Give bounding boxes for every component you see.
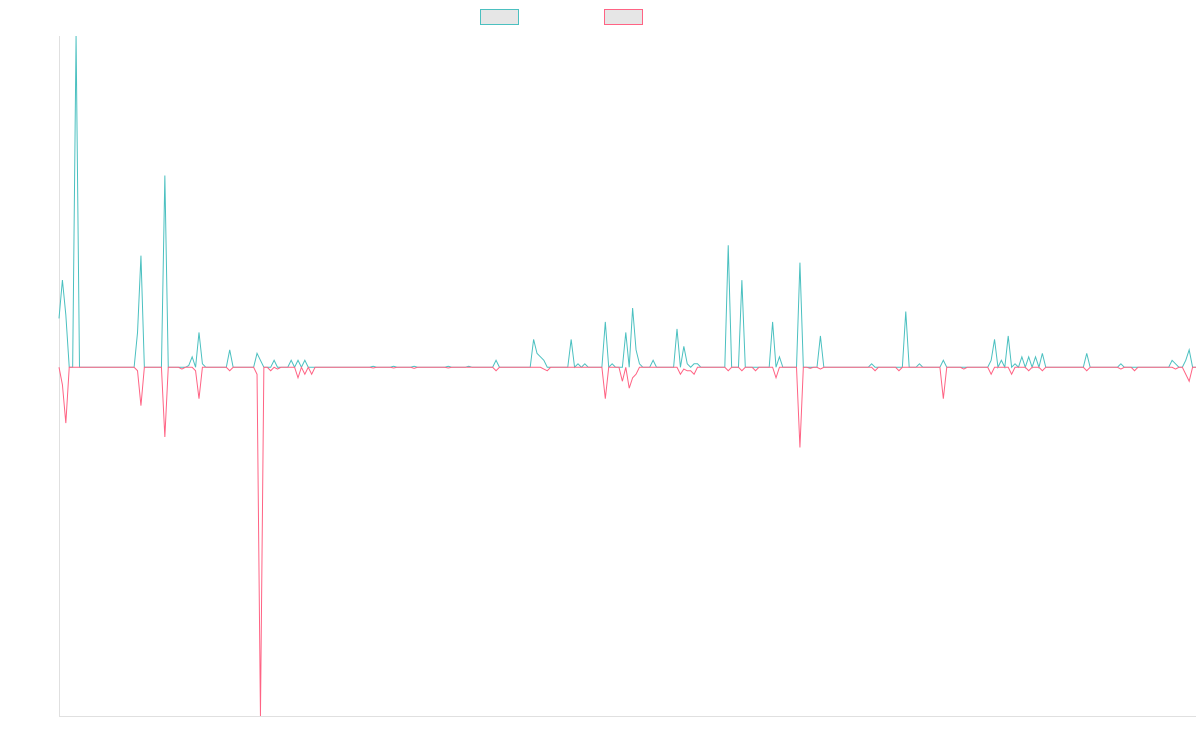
series-2-line <box>58 365 1196 717</box>
series-1-line <box>58 35 1196 370</box>
series-layer <box>58 35 1196 717</box>
legend-swatch-series-2[interactable] <box>604 9 643 25</box>
legend-swatch-series-1[interactable] <box>480 9 519 25</box>
